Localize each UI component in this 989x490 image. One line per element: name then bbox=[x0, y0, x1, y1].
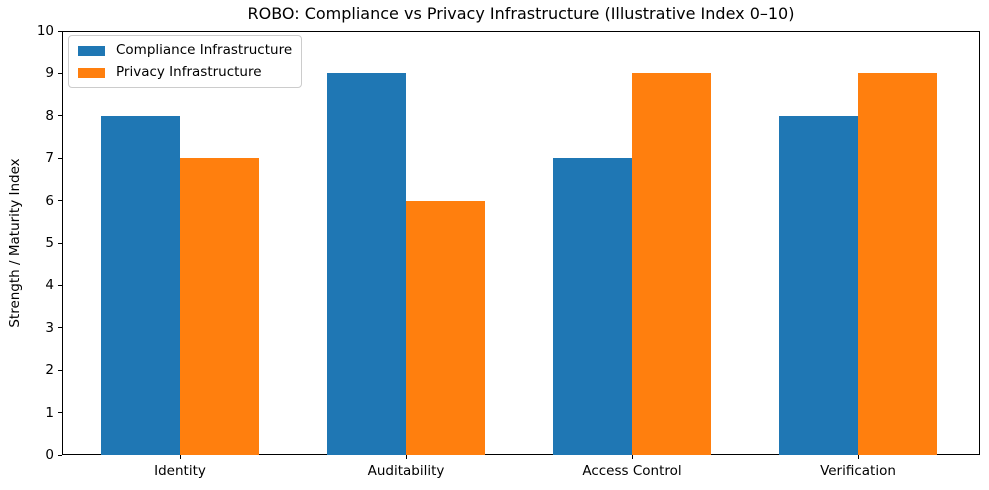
x-tick-label: Auditability bbox=[367, 463, 445, 479]
bar-privacy-infrastructure-auditability bbox=[406, 200, 485, 455]
bar-privacy-infrastructure-identity bbox=[180, 158, 259, 455]
x-tick-mark bbox=[405, 455, 407, 459]
y-tick-label: 6 bbox=[45, 192, 54, 209]
x-tick-label: Access Control bbox=[582, 463, 682, 479]
x-tick-label: Verification bbox=[820, 463, 896, 479]
y-tick-mark bbox=[58, 157, 62, 159]
bar-privacy-infrastructure-verification bbox=[858, 73, 937, 455]
chart-title: ROBO: Compliance vs Privacy Infrastructu… bbox=[247, 4, 795, 23]
y-tick-mark bbox=[58, 115, 62, 117]
y-tick-mark bbox=[58, 454, 62, 456]
legend: Compliance Infrastructure Privacy Infrast… bbox=[68, 35, 303, 88]
bar-compliance-infrastructure-auditability bbox=[327, 73, 406, 455]
legend-label: Privacy Infrastructure bbox=[116, 64, 262, 80]
y-tick-label: 9 bbox=[45, 65, 54, 82]
y-tick-label: 8 bbox=[45, 107, 54, 124]
legend-swatch-compliance-infrastructure bbox=[78, 45, 105, 56]
y-tick-mark bbox=[58, 200, 62, 202]
x-tick-mark bbox=[179, 455, 181, 459]
legend-row-privacy-infrastructure: Privacy Infrastructure bbox=[78, 64, 292, 81]
y-tick-mark bbox=[58, 412, 62, 414]
y-tick-mark bbox=[58, 327, 62, 329]
x-tick-mark bbox=[631, 455, 633, 459]
y-tick-mark bbox=[58, 284, 62, 286]
x-tick-mark bbox=[857, 455, 859, 459]
bar-compliance-infrastructure-verification bbox=[779, 115, 858, 455]
legend-row-compliance-infrastructure: Compliance Infrastructure bbox=[78, 42, 292, 59]
y-tick-label: 4 bbox=[45, 277, 54, 294]
legend-label: Compliance Infrastructure bbox=[116, 42, 293, 58]
bar-privacy-infrastructure-access-control bbox=[632, 73, 711, 455]
y-tick-label: 3 bbox=[45, 319, 54, 336]
y-tick-label: 2 bbox=[45, 362, 54, 379]
legend-swatch-privacy-infrastructure bbox=[78, 67, 105, 78]
y-tick-label: 1 bbox=[45, 404, 54, 421]
y-tick-label: 0 bbox=[45, 447, 54, 463]
bar-compliance-infrastructure-access-control bbox=[553, 158, 632, 455]
bar-compliance-infrastructure-identity bbox=[101, 115, 180, 455]
y-tick-mark bbox=[58, 72, 62, 74]
x-tick-label: Identity bbox=[154, 463, 206, 479]
y-tick-label: 5 bbox=[45, 235, 54, 251]
y-tick-mark bbox=[58, 242, 62, 244]
y-tick-mark bbox=[58, 30, 62, 32]
y-tick-label: 10 bbox=[36, 23, 54, 39]
y-tick-label: 7 bbox=[45, 150, 54, 167]
y-tick-mark bbox=[58, 369, 62, 371]
